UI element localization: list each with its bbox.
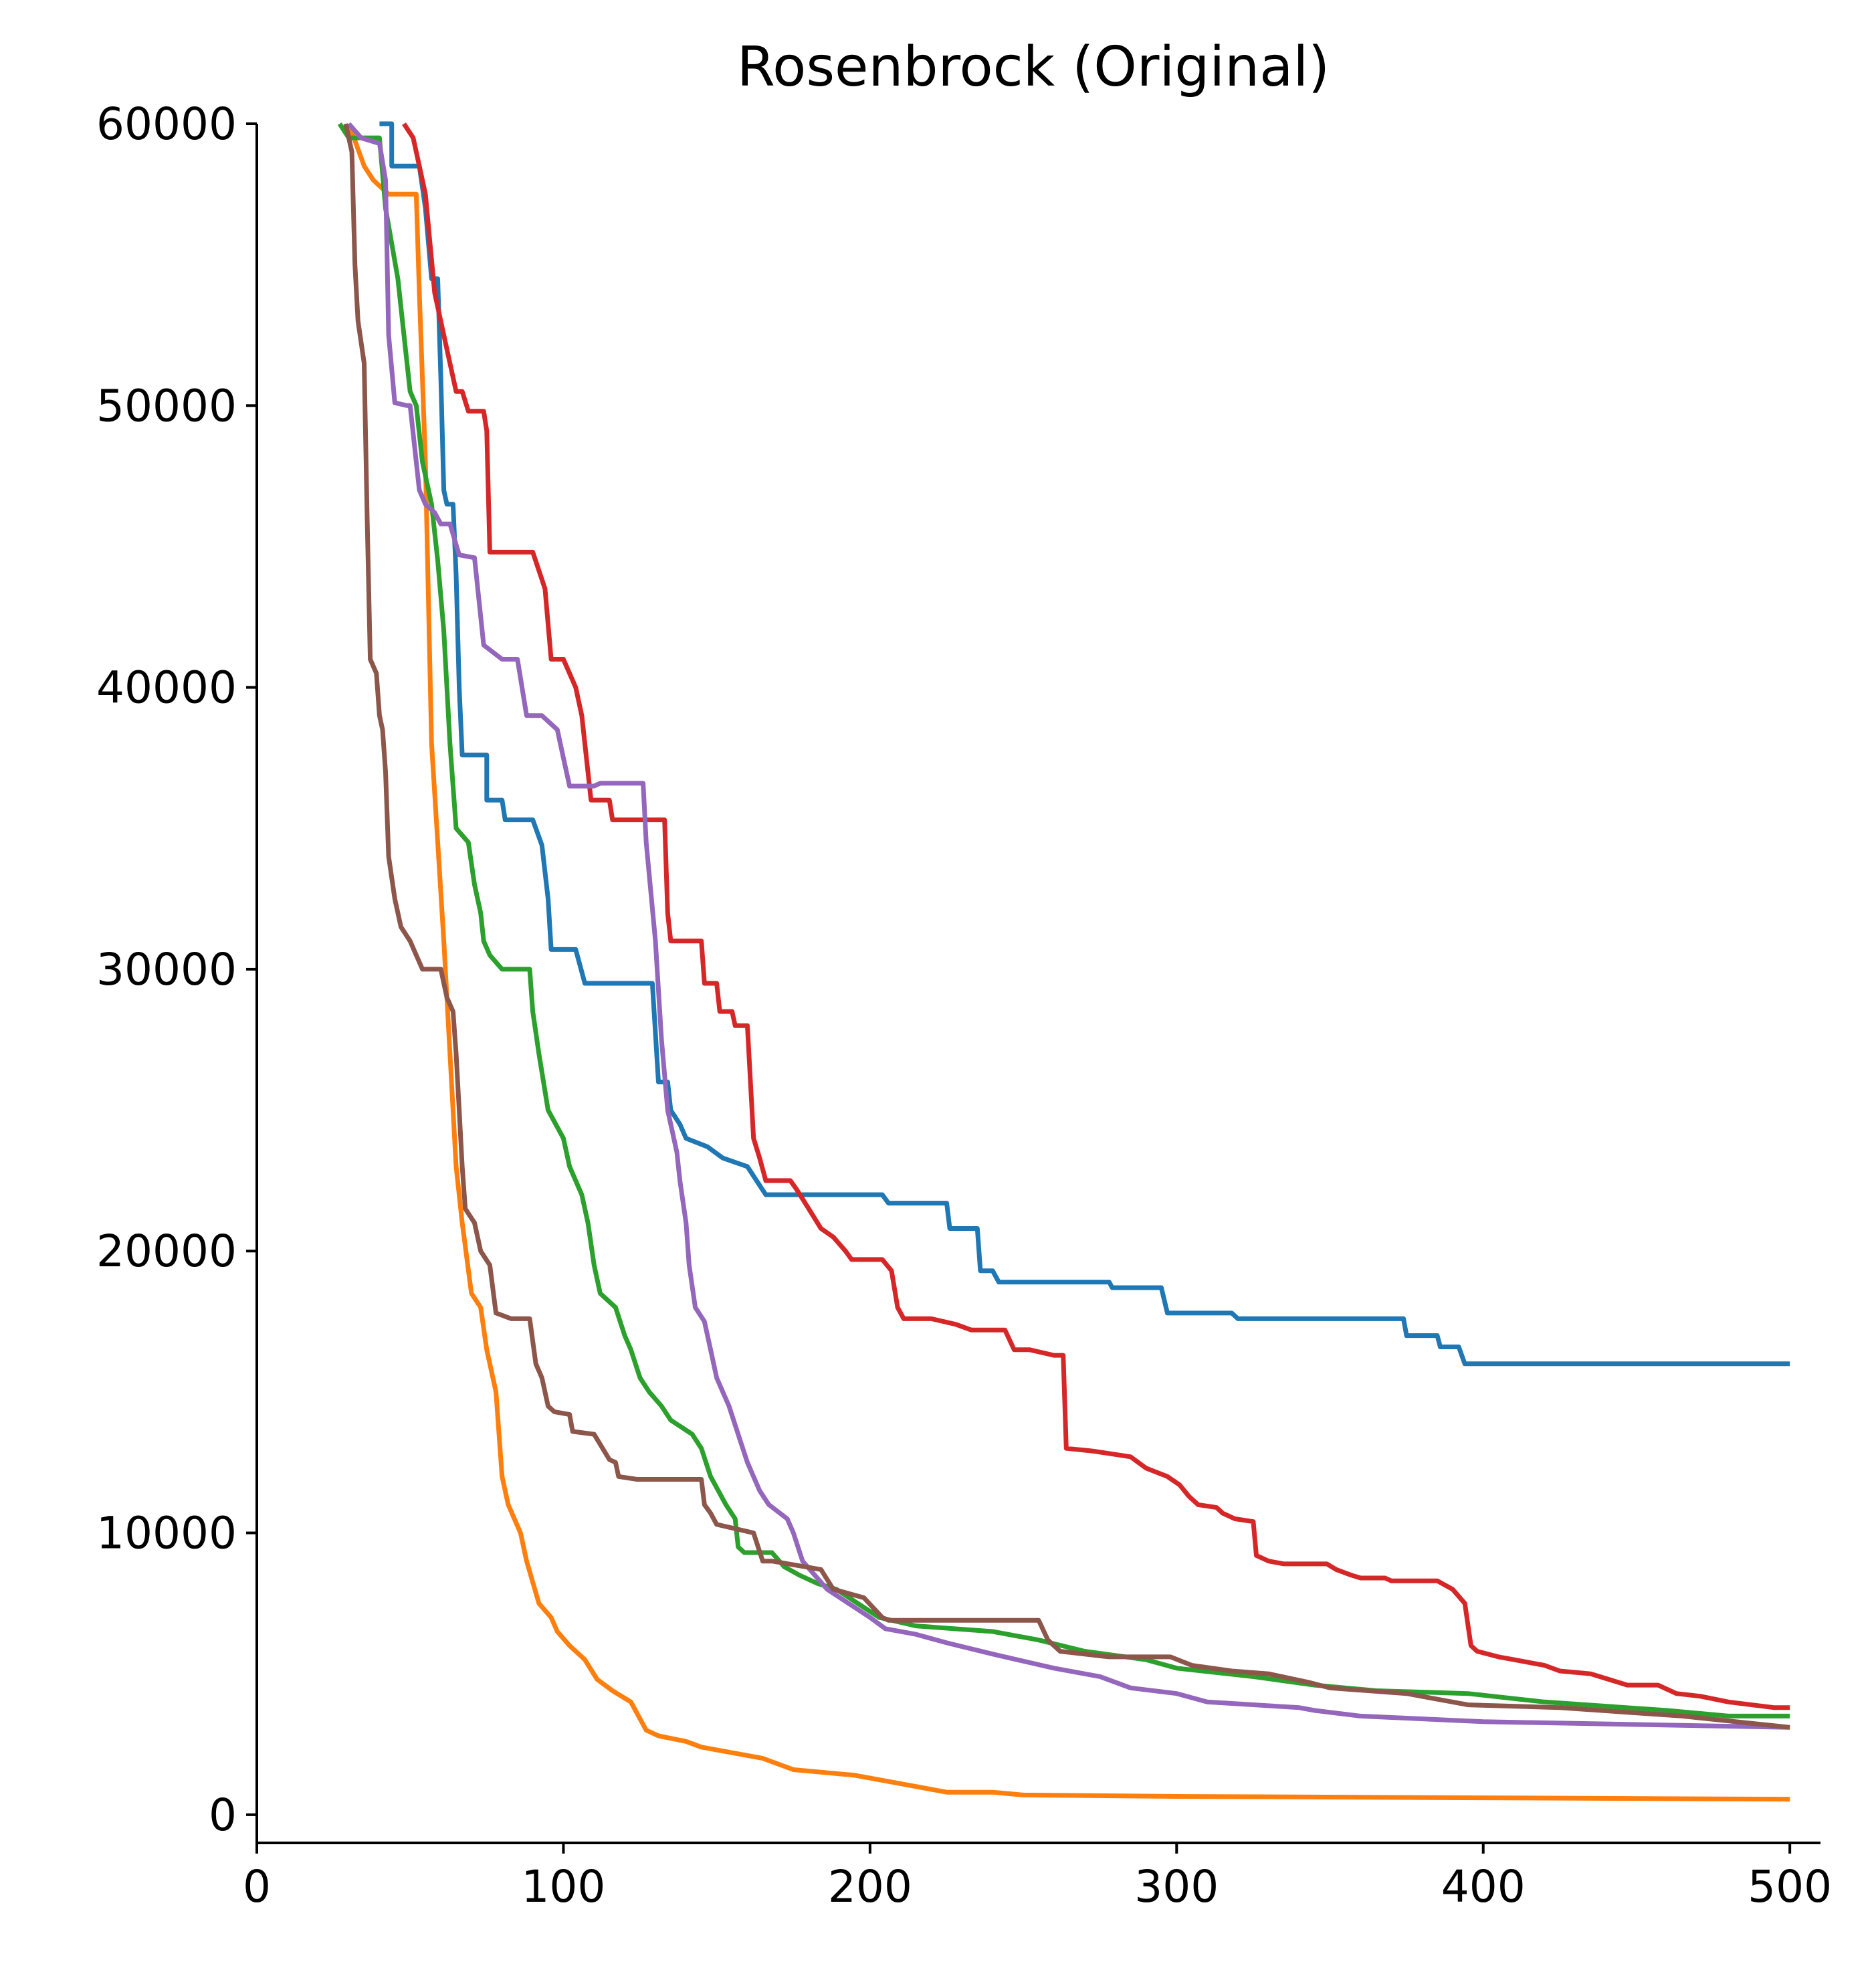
chart-title: Rosenbrock (Original): [737, 35, 1330, 99]
plot-area: [337, 121, 1790, 1802]
x-tick-label: 300: [1134, 1861, 1219, 1912]
x-tick-label: 200: [828, 1861, 912, 1912]
x-ticks: 0 100 200 300 400 500: [243, 1843, 1832, 1912]
x-tick-label: 400: [1441, 1861, 1526, 1912]
y-tick-label: 0: [209, 1789, 237, 1841]
series-layer: [337, 121, 1790, 1802]
axes: 0 100 200 300 400 500 0 10000 20000 30000 40000 50…: [96, 98, 1832, 1912]
x-tick-label: 100: [521, 1861, 605, 1912]
series-line-4: [402, 122, 1790, 1710]
y-tick-label: 10000: [96, 1508, 237, 1559]
x-tick-label: 500: [1748, 1861, 1832, 1912]
x-tick-label: 0: [243, 1861, 271, 1912]
y-tick-label: 50000: [96, 380, 237, 431]
y-tick-label: 40000: [96, 662, 237, 714]
y-tick-label: 60000: [96, 98, 237, 150]
y-tick-label: 20000: [96, 1225, 237, 1277]
series-line-5: [346, 122, 1790, 1730]
y-ticks: 0 10000 20000 30000 40000 50000 60000: [96, 98, 257, 1841]
series-line-3: [337, 122, 1790, 1718]
series-line-2: [346, 122, 1790, 1802]
series-line-6: [343, 123, 1790, 1730]
series-line-1: [379, 121, 1790, 1367]
y-tick-label: 30000: [96, 944, 237, 995]
